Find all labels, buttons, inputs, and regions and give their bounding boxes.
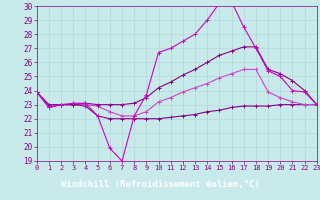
- Text: Windchill (Refroidissement éolien,°C): Windchill (Refroidissement éolien,°C): [60, 180, 260, 189]
